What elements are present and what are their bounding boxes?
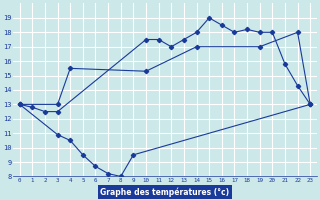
X-axis label: Graphe des températures (°c): Graphe des températures (°c) (100, 187, 229, 197)
